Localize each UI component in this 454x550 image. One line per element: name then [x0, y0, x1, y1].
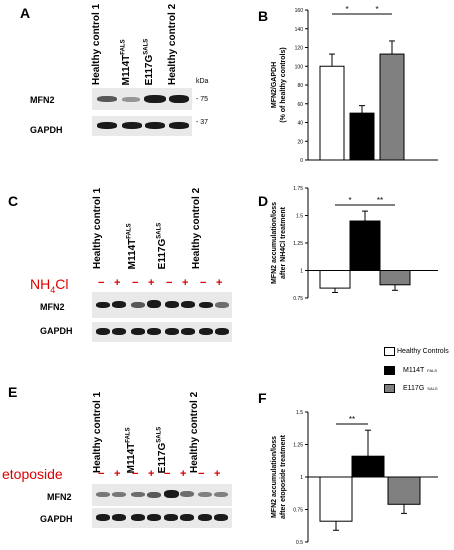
lane-label: M114TFALS — [125, 427, 137, 474]
y-tick-label: 120 — [295, 46, 304, 52]
treatment-label-etoposide: etoposide — [2, 466, 63, 482]
lane-label: E117GSALS — [156, 426, 168, 474]
panel-letter-c: C — [8, 193, 19, 209]
kda-label: kDa — [196, 78, 209, 85]
y-axis-label: (% of healthy controls) — [280, 47, 287, 122]
significance-label: ** — [349, 415, 355, 424]
y-tick-label: 1.25 — [293, 443, 303, 449]
y-tick-label: 20 — [297, 139, 303, 145]
y-tick-label: 1 — [300, 475, 303, 481]
lane-label: Healthy control 1 — [92, 391, 103, 473]
panel-letter-a: A — [20, 5, 31, 21]
y-axis-label: MFN2 accumulation/loss — [271, 436, 278, 518]
row-label-gapdh: GAPDH — [40, 326, 73, 336]
bar — [387, 476, 421, 505]
panel-letter-b: B — [258, 8, 269, 24]
western-blot-gapdh — [92, 322, 232, 342]
lane-label: Healthy control 1 — [92, 187, 103, 269]
western-blot-mfn2 — [92, 484, 232, 506]
y-axis-label: after etoposide treatment — [280, 434, 287, 519]
y-tick-label: 0 — [300, 158, 303, 164]
lane-label: Healthy control 2 — [191, 187, 202, 269]
row-label-mfn2: MFN2 — [47, 492, 72, 502]
lane-label: Healthy control 2 — [167, 3, 178, 85]
lane-label: Healthy control 2 — [189, 391, 200, 473]
y-tick-label: 0.75 — [293, 296, 303, 302]
bar — [349, 220, 381, 271]
lane-label: M114TFALS — [120, 39, 132, 86]
y-tick-label: 1.25 — [293, 241, 303, 247]
y-tick-label: 160 — [295, 8, 304, 14]
significance-label: * — [348, 196, 351, 205]
bar — [351, 455, 385, 478]
y-tick-label: 60 — [297, 102, 303, 108]
lane-label: E117GSALS — [143, 38, 155, 86]
row-label-mfn2: MFN2 — [40, 302, 65, 312]
legend-item: Healthy Controls — [384, 347, 449, 356]
y-tick-label: 0.5 — [296, 540, 303, 546]
bar-chart-d: 0.75 1 1.25 1.5 1.75 MFN2 accumulation/loss af… — [271, 186, 438, 302]
lane-label: M114TFALS — [126, 223, 138, 270]
bar — [349, 112, 375, 161]
legend-item: E117G SALS — [384, 384, 438, 393]
western-blot-mfn2 — [92, 88, 192, 110]
y-tick-label: 1.5 — [296, 214, 303, 220]
y-tick-label: 0.75 — [293, 508, 303, 514]
bar-chart-b: 0 20 40 60 80 100 120 140 160 MFN2/GAPDH (% of hea… — [271, 5, 438, 164]
y-tick-label: 100 — [295, 64, 304, 70]
panel-letter-d: D — [258, 193, 269, 209]
bar — [319, 65, 345, 161]
marker-75: - 75 — [196, 96, 209, 103]
row-label-mfn2: MFN2 — [30, 95, 55, 105]
y-axis-label: after NH4Cl treatment — [280, 206, 287, 279]
significance-label: * — [375, 5, 378, 14]
row-label-gapdh: GAPDH — [30, 125, 63, 135]
significance-label: ** — [377, 196, 383, 205]
bar — [379, 53, 405, 161]
panel-letter-e: E — [8, 384, 18, 400]
y-tick-label: 40 — [297, 121, 303, 127]
bar — [379, 270, 411, 286]
lane-label: Healthy control 1 — [91, 3, 102, 85]
western-blot-gapdh — [92, 116, 192, 136]
western-blot-gapdh — [92, 508, 232, 528]
y-tick-label: 1.75 — [293, 186, 303, 192]
bar-chart-f: 0.5 0.75 1 1.25 1.5 MFN2 accumulation/loss aft… — [271, 410, 438, 546]
row-label-gapdh: GAPDH — [40, 514, 73, 524]
y-tick-label: 140 — [295, 27, 304, 33]
legend-swatch — [384, 366, 395, 375]
significance-label: * — [345, 5, 348, 14]
legend-item: M114T FALS — [384, 366, 437, 375]
panel-letter-f: F — [258, 390, 267, 406]
bar — [319, 270, 351, 289]
y-axis-label: MFN2 accumulation/loss — [271, 202, 278, 284]
western-blot-mfn2 — [92, 292, 232, 318]
y-tick-label: 1 — [300, 269, 303, 275]
y-axis-label: MFN2/GAPDH — [271, 62, 278, 108]
treatment-label-nh4cl: NH4Cl — [30, 276, 69, 295]
y-tick-label: 80 — [297, 83, 303, 89]
legend-swatch — [384, 384, 395, 393]
legend-swatch — [384, 347, 395, 356]
marker-37: - 37 — [196, 119, 209, 126]
bar — [319, 476, 353, 522]
lane-label: E117GSALS — [156, 222, 168, 270]
y-tick-label: 1.5 — [296, 410, 303, 416]
